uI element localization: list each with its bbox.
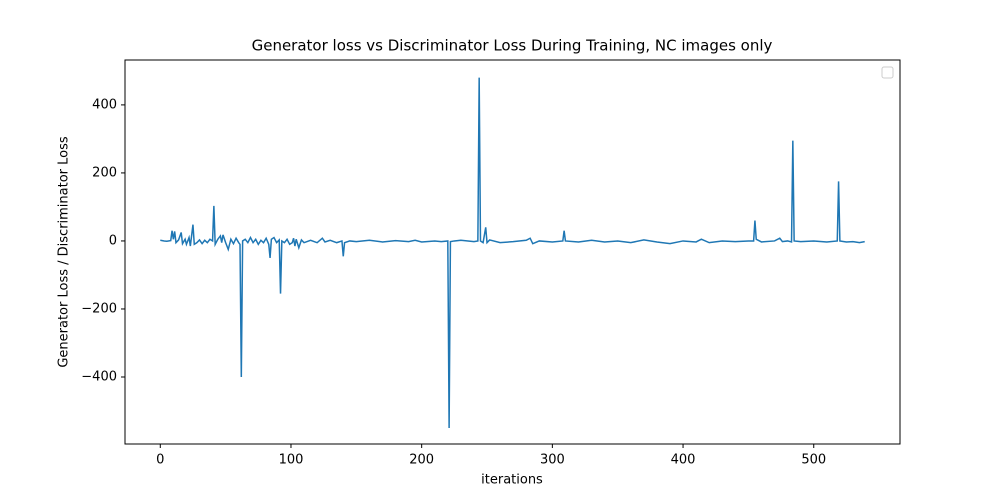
y-tick-label: 400 — [92, 97, 117, 112]
y-tick-label: 0 — [109, 233, 117, 248]
line-series — [160, 77, 865, 429]
x-tick-label: 200 — [409, 453, 434, 468]
chart-title: Generator loss vs Discriminator Loss Dur… — [252, 37, 773, 55]
x-tick-label: 500 — [801, 453, 826, 468]
x-tick-label: 400 — [671, 453, 696, 468]
x-tick-label: 100 — [279, 453, 304, 468]
x-tick-label: 0 — [156, 453, 164, 468]
y-tick-label: 200 — [92, 165, 117, 180]
y-tick-label: −400 — [81, 369, 117, 384]
plot-frame — [124, 59, 901, 445]
y-tick-label: −200 — [81, 301, 117, 316]
y-axis-label: Generator Loss / Discriminator Loss — [57, 136, 72, 368]
x-axis-label: iterations — [481, 473, 543, 488]
x-tick-label: 300 — [540, 453, 565, 468]
legend-box — [881, 66, 894, 79]
